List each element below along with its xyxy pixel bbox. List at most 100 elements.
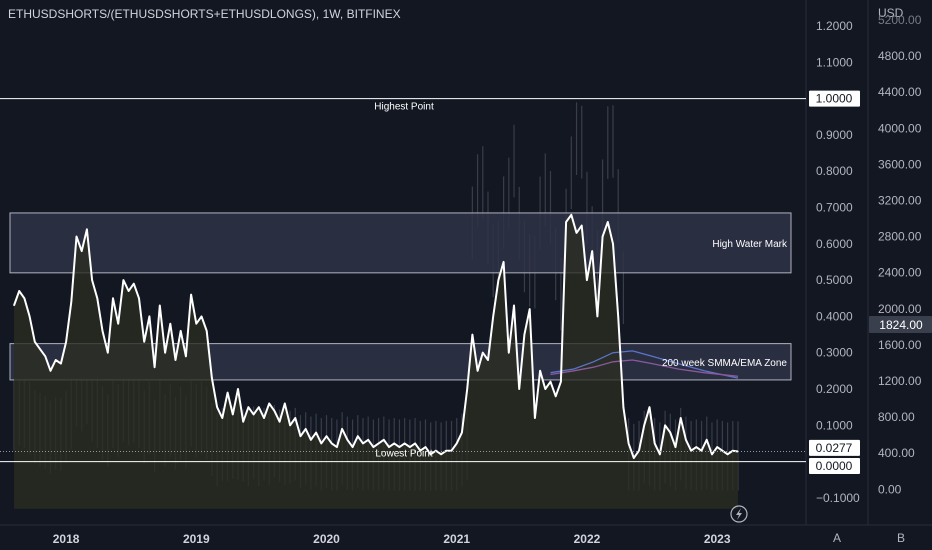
ratio-point bbox=[659, 453, 661, 455]
ratio-point bbox=[570, 214, 572, 216]
right-axis-ticks: 5200.00 4800.00 4400.00 4000.00 3600.00 3200.… bbox=[878, 13, 922, 496]
ratio-point bbox=[565, 221, 567, 223]
ratio-point bbox=[716, 446, 718, 448]
scale-button-b[interactable]: B bbox=[897, 531, 905, 545]
ratio-point bbox=[700, 450, 703, 452]
ratio-point bbox=[601, 235, 604, 238]
ratio-point bbox=[174, 359, 177, 361]
left-axis-tick: 0.2000 bbox=[816, 382, 853, 396]
right-axis-tick: 4000.00 bbox=[878, 121, 922, 135]
scale-button-a[interactable]: A bbox=[833, 531, 841, 545]
ratio-point bbox=[414, 442, 416, 445]
ratio-point bbox=[310, 439, 312, 441]
ratio-point bbox=[393, 442, 395, 445]
ratio-point bbox=[29, 315, 31, 317]
ratio-point bbox=[706, 439, 708, 441]
ratio-point bbox=[690, 450, 692, 452]
ratio-point bbox=[471, 333, 473, 336]
svg-text:1.0000: 1.0000 bbox=[816, 92, 853, 106]
left-axis-tick: 1.1000 bbox=[816, 55, 853, 69]
ratio-point bbox=[232, 413, 234, 416]
ratio-points bbox=[13, 214, 739, 459]
ratio-point bbox=[180, 330, 182, 332]
right-axis-tick: 2800.00 bbox=[878, 230, 922, 244]
left-axis-tick: 0.9000 bbox=[816, 128, 853, 142]
left-axis-ticks: 1.2000 1.1000 0.9000 0.8000 0.7000 0.6000 0.50… bbox=[816, 19, 860, 505]
ratio-point bbox=[581, 225, 583, 227]
ratio-point bbox=[143, 341, 145, 343]
svg-text:A: A bbox=[833, 531, 841, 545]
ratio-point bbox=[362, 442, 364, 445]
ratio-point bbox=[372, 446, 374, 448]
ratio-point bbox=[591, 250, 593, 252]
ratio-point bbox=[127, 290, 130, 292]
right-axis-tick: 1600.00 bbox=[878, 338, 922, 352]
ratio-point bbox=[117, 323, 119, 325]
moving-average-lines bbox=[550, 350, 739, 379]
badge-current-price: 1824.00 bbox=[869, 316, 932, 333]
ratio-point bbox=[367, 439, 369, 441]
ratio-point bbox=[325, 435, 328, 437]
ratio-point bbox=[247, 406, 249, 408]
ratio-point bbox=[424, 446, 427, 448]
ratio-point bbox=[450, 450, 453, 452]
ratio-point bbox=[497, 279, 500, 281]
ratio-point bbox=[138, 297, 140, 299]
ratio-point bbox=[91, 279, 93, 281]
left-axis-tick: 0.7000 bbox=[816, 201, 853, 215]
ratio-line[interactable] bbox=[13, 213, 739, 459]
right-axis-tick: 1200.00 bbox=[878, 374, 922, 388]
ratio-point bbox=[669, 431, 671, 434]
left-axis-tick: 0.6000 bbox=[816, 237, 853, 251]
ratio-point bbox=[65, 341, 67, 343]
right-axis-tick: 800.00 bbox=[878, 410, 915, 424]
ratio-point bbox=[284, 402, 286, 405]
ratio-point bbox=[263, 417, 265, 419]
ratio-point bbox=[341, 428, 343, 430]
right-axis-tick: 2400.00 bbox=[878, 266, 922, 280]
left-axis-tick: 1.2000 bbox=[816, 19, 853, 33]
time-axis-ticks: 2018 2019 2020 2021 2022 2023 bbox=[53, 532, 731, 546]
ratio-point bbox=[258, 406, 260, 408]
ratio-point bbox=[81, 250, 83, 252]
ratio-point bbox=[252, 413, 255, 416]
ratio-point bbox=[503, 261, 505, 263]
time-axis-tick: 2023 bbox=[704, 532, 731, 546]
ratio-point bbox=[721, 450, 723, 452]
ratio-point bbox=[378, 442, 380, 445]
time-axis-tick: 2020 bbox=[313, 532, 340, 546]
high-water-mark-zone bbox=[9, 212, 792, 274]
time-axis-tick: 2019 bbox=[183, 532, 210, 546]
ratio-point bbox=[549, 381, 552, 383]
smma-ema-zone-label: 200 week SMMA/EMA Zone bbox=[662, 358, 787, 369]
ratio-point bbox=[242, 421, 244, 423]
ratio-point bbox=[190, 294, 192, 296]
chart-title: ETHUSDSHORTS/(ETHUSDSHORTS+ETHUSDLONGS),… bbox=[8, 7, 401, 21]
ratio-point bbox=[107, 352, 109, 354]
ratio-point bbox=[726, 453, 729, 455]
ratio-point bbox=[346, 439, 348, 441]
ratio-point bbox=[398, 446, 401, 448]
right-axis-tick: 3200.00 bbox=[878, 194, 922, 208]
ratio-point bbox=[534, 417, 536, 419]
ratio-point bbox=[159, 304, 161, 307]
ratio-point bbox=[633, 457, 635, 459]
ratio-point bbox=[482, 352, 484, 354]
left-axis-tick: −0.1000 bbox=[816, 491, 860, 505]
ratio-point bbox=[154, 366, 156, 368]
currency-label: USD bbox=[878, 6, 904, 20]
ratio-point bbox=[268, 402, 270, 405]
ratio-point bbox=[492, 315, 494, 317]
ratio-point bbox=[518, 388, 520, 390]
ratio-point bbox=[221, 417, 223, 419]
ratio-point bbox=[648, 406, 651, 408]
lowest-point-label: Lowest Point bbox=[375, 449, 432, 460]
time-axis-tick: 2021 bbox=[443, 532, 470, 546]
ratio-point bbox=[409, 446, 411, 448]
ratio-point bbox=[320, 442, 322, 445]
ratio-point bbox=[299, 435, 302, 437]
right-axis-tick: 400.00 bbox=[878, 446, 915, 460]
lightning-icon[interactable] bbox=[730, 505, 748, 523]
